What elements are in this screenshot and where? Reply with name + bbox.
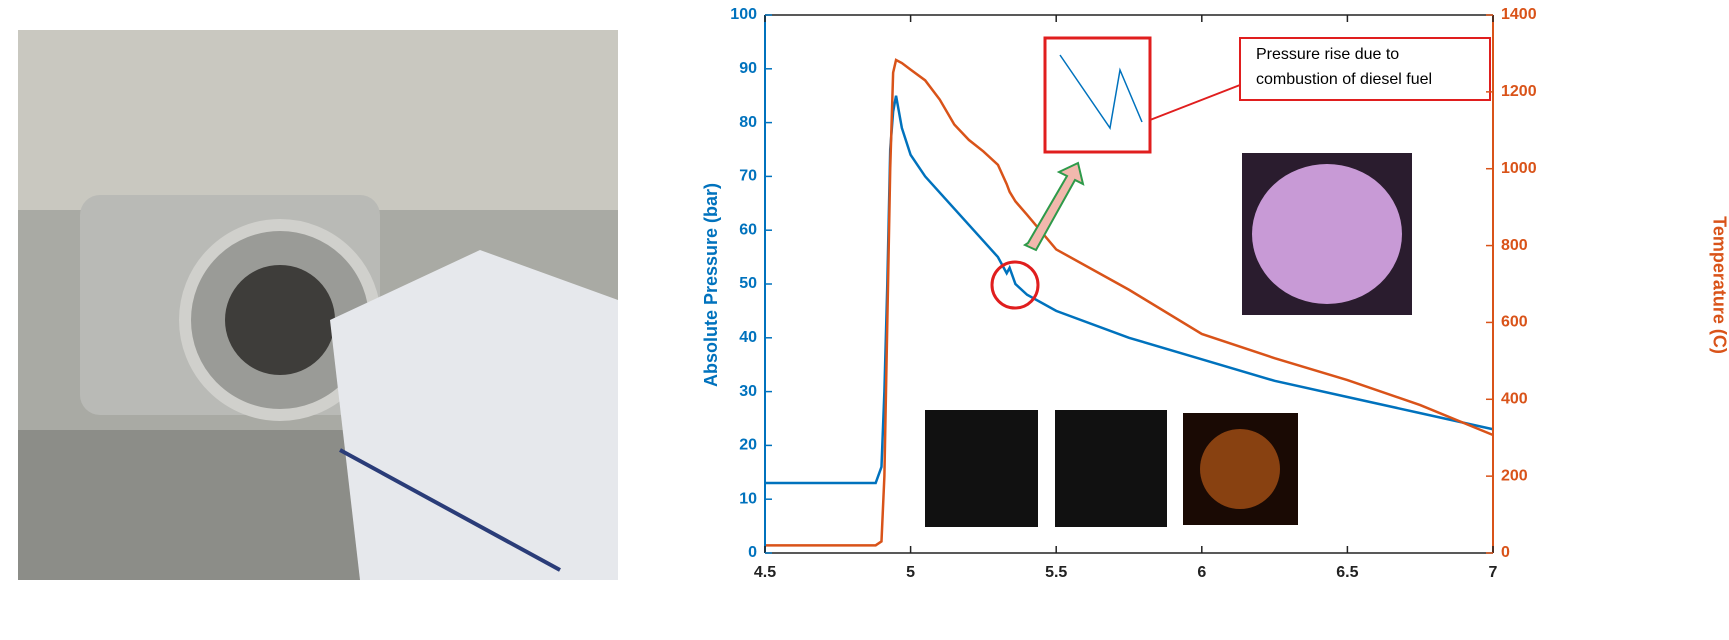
spray-image-2 bbox=[1055, 410, 1167, 527]
flame-image-2-glow bbox=[1200, 429, 1280, 509]
y-tick-label: 50 bbox=[739, 275, 757, 292]
y2-tick-label: 200 bbox=[1501, 467, 1528, 484]
plot bbox=[765, 58, 1494, 547]
photo bbox=[18, 30, 618, 580]
y2-tick-label: 0 bbox=[1501, 544, 1510, 561]
photo-window bbox=[225, 265, 335, 375]
y2-tick-label: 800 bbox=[1501, 237, 1528, 254]
y-tick-label: 80 bbox=[739, 114, 757, 131]
y2-tick-label: 600 bbox=[1501, 314, 1528, 331]
y-tick-label: 40 bbox=[739, 329, 757, 346]
x-tick-label: 6.5 bbox=[1336, 564, 1358, 581]
y2-tick-label: 1400 bbox=[1501, 6, 1537, 23]
y-tick-label: 90 bbox=[739, 60, 757, 77]
y-tick-label: 30 bbox=[739, 383, 757, 400]
x-tick-label: 6 bbox=[1197, 564, 1206, 581]
inset-chart-line bbox=[1059, 54, 1143, 130]
insets bbox=[925, 36, 1491, 527]
annotation-box bbox=[1239, 37, 1491, 101]
annotation-line: combustion of diesel fuel bbox=[1256, 71, 1432, 88]
flame-image-glow bbox=[1252, 164, 1402, 304]
highlight-circle bbox=[990, 260, 1040, 310]
x-tick-label: 5.5 bbox=[1045, 564, 1067, 581]
x-tick-label: 5 bbox=[906, 564, 915, 581]
data-line bbox=[765, 58, 1494, 547]
y-tick-label: 10 bbox=[739, 490, 757, 507]
annotation-line: Pressure rise due to bbox=[1256, 46, 1399, 63]
y2-axis-label: Temperature (C) bbox=[1709, 216, 1729, 354]
y-axis-label: Absolute Pressure (bar) bbox=[701, 183, 721, 387]
y-tick-label: 20 bbox=[739, 437, 757, 454]
y-tick-label: 60 bbox=[739, 221, 757, 238]
inset-chart-frame bbox=[1043, 36, 1152, 154]
y2-tick-label: 1000 bbox=[1501, 160, 1537, 177]
x-tick-label: 4.5 bbox=[754, 564, 776, 581]
photo-camera-stripe bbox=[339, 448, 561, 572]
photo-camera bbox=[330, 250, 618, 580]
callout-line bbox=[1149, 84, 1241, 121]
y2-tick-label: 1200 bbox=[1501, 83, 1537, 100]
y-tick-label: 100 bbox=[730, 6, 757, 23]
y2-tick-label: 400 bbox=[1501, 391, 1528, 408]
photo-wall bbox=[18, 30, 618, 210]
spray-image-1 bbox=[925, 410, 1038, 527]
y-tick-label: 0 bbox=[748, 544, 757, 561]
arrow bbox=[1022, 161, 1085, 252]
x-tick-label: 7 bbox=[1489, 564, 1498, 581]
y-tick-label: 70 bbox=[739, 168, 757, 185]
